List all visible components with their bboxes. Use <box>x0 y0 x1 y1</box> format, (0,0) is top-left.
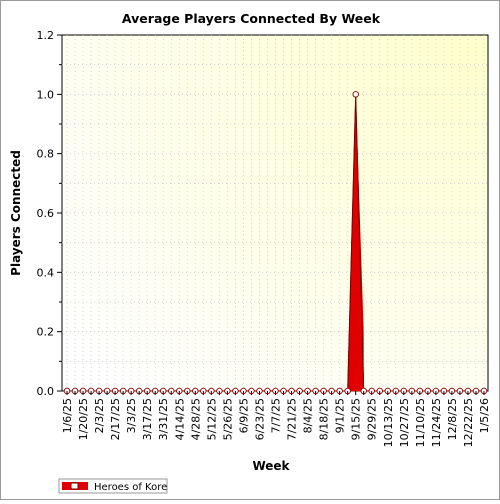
legend-marker <box>70 482 79 490</box>
y-tick-label: 0.8 <box>37 148 55 161</box>
grid <box>62 35 488 391</box>
y-axis-label: Players Connected <box>9 150 23 276</box>
y-tick-label: 0.6 <box>37 207 55 220</box>
x-tick-label: 5/26/25 <box>221 398 234 440</box>
x-tick-label: 4/28/25 <box>189 398 202 440</box>
y-axis: 0.0 0.2 0.4 0.6 0.8 1.0 1.2 <box>37 29 62 398</box>
x-tick-label: 1/6/25 <box>61 398 74 433</box>
x-tick-label: 9/1/25 <box>334 398 347 433</box>
x-tick-label: 10/13/25 <box>382 398 395 447</box>
legend-label: Heroes of Kore <box>94 482 167 493</box>
legend: Heroes of Kore <box>58 478 168 494</box>
x-tick-label: 5/12/25 <box>205 398 218 440</box>
x-tick-label: 10/27/25 <box>398 398 411 447</box>
x-tick-label: 8/18/25 <box>318 398 331 440</box>
x-axis-label: Week <box>252 459 290 473</box>
x-tick-label: 12/8/25 <box>446 398 459 440</box>
x-tick-label: 7/7/25 <box>270 398 283 433</box>
x-tick-label: 4/14/25 <box>173 398 186 440</box>
y-tick-label: 0.0 <box>37 385 55 398</box>
x-tick-label: 11/10/25 <box>414 398 427 447</box>
x-tick-label: 2/3/25 <box>93 398 106 433</box>
x-tick-label: 9/29/25 <box>366 398 379 440</box>
x-tick-label: 9/15/25 <box>350 398 363 440</box>
x-tick-label: 1/20/25 <box>77 398 90 440</box>
y-tick-label: 1.2 <box>37 29 55 42</box>
x-tick-label: 7/21/25 <box>286 398 299 440</box>
y-tick-label: 1.0 <box>37 88 55 101</box>
data-point <box>352 91 359 98</box>
x-tick-label: 3/3/25 <box>125 398 138 433</box>
x-tick-label: 3/17/25 <box>141 398 154 440</box>
x-tick-label: 12/22/25 <box>462 398 475 447</box>
x-tick-label: 8/4/25 <box>302 398 315 433</box>
x-tick-label: 11/24/25 <box>430 398 443 447</box>
y-tick-label: 0.2 <box>37 326 55 339</box>
x-tick-label: 6/9/25 <box>237 398 250 433</box>
x-tick-label: 6/23/25 <box>253 398 266 440</box>
x-tick-label: 3/31/25 <box>157 398 170 440</box>
x-axis: 1/6/25 1/20/25 2/3/25 2/17/25 3/3/25 3/17/25 3… <box>61 391 491 447</box>
series-area-base <box>349 331 364 391</box>
x-tick-label: 1/5/26 <box>478 398 491 433</box>
y-tick-label: 0.4 <box>37 266 55 279</box>
chart-title: Average Players Connected By Week <box>122 11 381 26</box>
x-tick-label: 2/17/25 <box>109 398 122 440</box>
